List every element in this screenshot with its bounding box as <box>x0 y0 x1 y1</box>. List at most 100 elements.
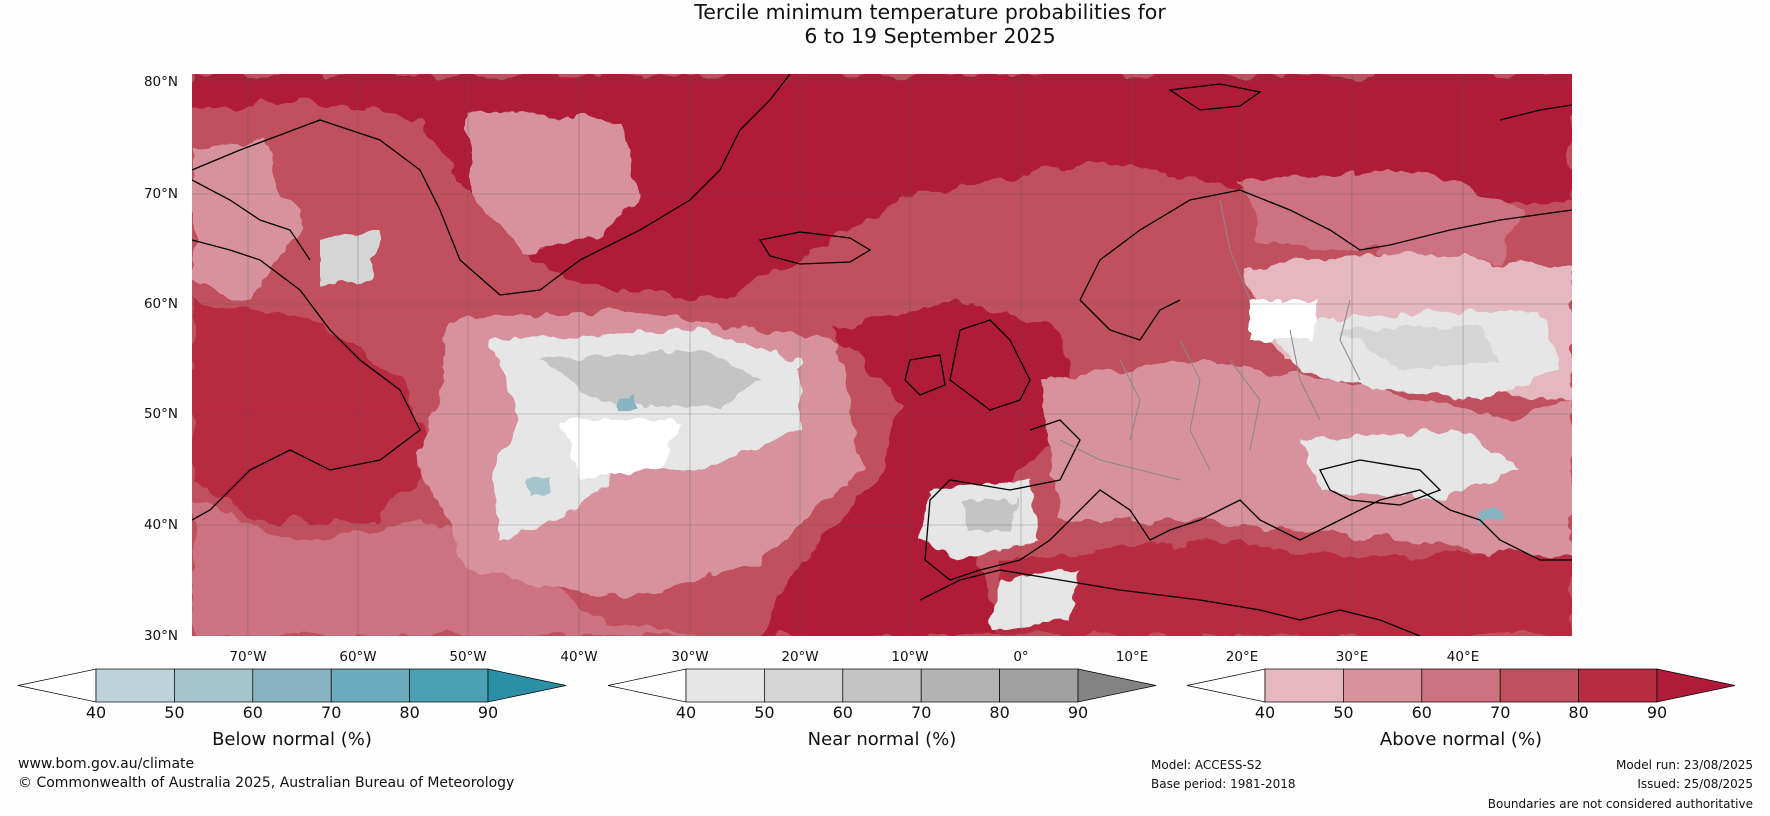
coast-norway-south <box>1079 299 1181 341</box>
field-above-70-scandi <box>1240 170 1520 260</box>
colorbar-box <box>409 668 489 703</box>
lat-label: 30°N <box>143 628 178 644</box>
colorbar-tick: 60 <box>832 703 853 722</box>
field-near-70-atlantic <box>540 350 760 410</box>
colorbar-extend-high <box>1656 668 1736 703</box>
colorbar-box <box>999 668 1079 703</box>
coast-baffin <box>192 239 421 521</box>
colorbar-box <box>920 668 1000 703</box>
field-above-70-south <box>192 500 700 636</box>
colorbar-label: Above normal (%) <box>1379 729 1543 750</box>
lon-label: 40°E <box>1446 649 1480 665</box>
lat-label: 60°N <box>143 296 178 312</box>
coastlines <box>192 74 1572 636</box>
field-white-baltic <box>1250 300 1320 340</box>
colorbar-tick: 70 <box>911 703 932 722</box>
colorbar-extend-low <box>607 668 687 703</box>
disclaimer-text: Boundaries are not considered authoritat… <box>1487 797 1753 811</box>
colorbar-box <box>764 668 844 703</box>
colorbar-extend-high <box>487 668 567 703</box>
lon-label: 30°W <box>671 649 709 665</box>
colorbar-tick: 60 <box>1411 703 1432 722</box>
title-line-2: 6 to 19 September 2025 <box>804 24 1056 48</box>
colorbar-box <box>842 668 922 703</box>
colorbar-tick: 90 <box>1646 703 1668 722</box>
coast-blacksea <box>1319 459 1442 506</box>
gridlines <box>192 74 1572 636</box>
field-white-atlantic <box>560 420 680 480</box>
colorbar-box <box>1264 668 1344 703</box>
coast-greenland <box>192 74 791 296</box>
field-above-80-se <box>1000 540 1572 636</box>
colorbar-box <box>1343 668 1423 703</box>
field-near-50-africa <box>990 570 1080 630</box>
colorbar-tick: 50 <box>164 703 185 722</box>
colorbar-extend-low <box>1186 668 1266 703</box>
colorbar-tick: 40 <box>1254 703 1276 722</box>
field-below-speck-2 <box>1480 508 1505 522</box>
colorbar-box <box>685 668 765 703</box>
colorbar-tick: 40 <box>85 703 107 722</box>
colorbar-box <box>1499 668 1579 703</box>
colorbar-box <box>174 668 254 703</box>
issued-text: Issued: 25/08/2025 <box>1637 777 1753 791</box>
coast-ireland <box>904 354 946 396</box>
colorbar-1 <box>17 668 567 703</box>
colorbar-box <box>1421 668 1501 703</box>
field-near-60-russia <box>1340 325 1500 370</box>
colorbar-tick: 90 <box>1067 703 1089 722</box>
field-below-speck-3 <box>620 398 636 410</box>
lon-label: 10°E <box>1115 649 1149 665</box>
lon-label: 30°E <box>1335 649 1369 665</box>
copyright-text: © Commonwealth of Australia 2025, Austra… <box>18 775 515 791</box>
coast-iceland <box>758 231 872 265</box>
chart-title: Tercile minimum temperature probabilitie… <box>0 0 1770 48</box>
lat-label: 80°N <box>143 74 178 90</box>
lon-label: 60°W <box>339 649 377 665</box>
field-near-50-caspian <box>1300 430 1520 500</box>
colorbar-tick: 80 <box>1568 703 1589 722</box>
colorbar-label: Below normal (%) <box>212 729 372 750</box>
colorbar-tick: 80 <box>399 703 420 722</box>
lon-label: 40°W <box>560 649 598 665</box>
base-period-text: Base period: 1981-2018 <box>1151 777 1296 791</box>
colorbar-extend-high <box>1077 668 1157 703</box>
lon-label: 10°W <box>891 649 929 665</box>
colorbar-3 <box>1186 668 1736 703</box>
colorbar-tick: 90 <box>477 703 499 722</box>
field-above-60-greenland <box>470 110 640 250</box>
lon-label: 50°W <box>449 649 487 665</box>
coast-novaya <box>1499 104 1572 121</box>
lon-label: 0° <box>1013 649 1029 665</box>
lon-label: 70°W <box>229 649 267 665</box>
colorbar-tick: 70 <box>321 703 342 722</box>
coast-labrador <box>192 179 311 261</box>
colorbar-extend-low <box>17 668 97 703</box>
colorbar-box <box>95 668 175 703</box>
colorbar-tick: 70 <box>1490 703 1511 722</box>
colorbar-2 <box>607 668 1157 703</box>
coast-africa <box>919 569 1421 636</box>
lon-label: 20°E <box>1225 649 1259 665</box>
lat-label: 70°N <box>143 186 178 202</box>
website-text: www.bom.gov.au/climate <box>18 756 195 772</box>
probability-field <box>192 74 1572 636</box>
colorbar-box <box>1578 668 1658 703</box>
field-near-70-iberia <box>960 500 1020 530</box>
field-above-80-w <box>192 300 440 520</box>
field-above-60-europe <box>1040 360 1572 560</box>
field-near-60-labrador <box>320 230 380 285</box>
colorbar-label: Near normal (%) <box>807 729 957 750</box>
lon-label: 20°W <box>781 649 819 665</box>
field-above-60-baffin <box>192 140 300 300</box>
field-below-speck-1 <box>528 478 552 494</box>
coast-scandinavia <box>1079 189 1572 301</box>
country-borders <box>1059 199 1361 481</box>
colorbar-tick: 80 <box>989 703 1010 722</box>
coast-svalbard <box>1168 83 1262 111</box>
field-above-90-b <box>760 300 1080 636</box>
colorbar-tick: 50 <box>754 703 775 722</box>
coast-uk <box>949 319 1031 411</box>
title-line-1: Tercile minimum temperature probabilitie… <box>694 0 1166 24</box>
